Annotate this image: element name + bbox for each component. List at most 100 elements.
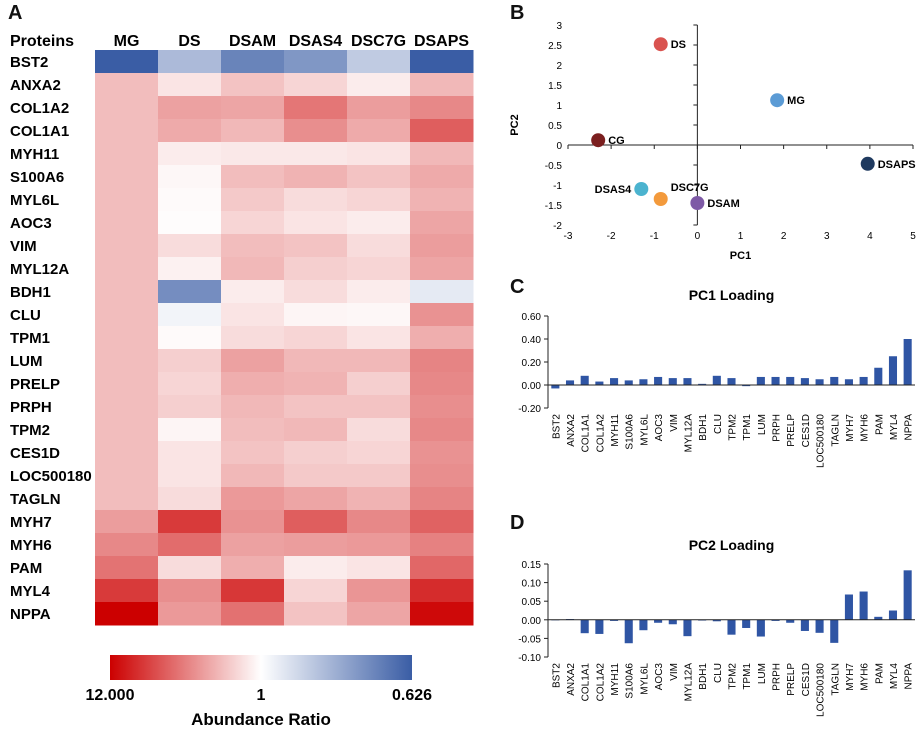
heatmap-cell — [95, 326, 159, 350]
heatmap-cell — [221, 326, 285, 350]
heatmap-cell — [410, 50, 474, 74]
pc2-category-label: S100A6 — [625, 663, 636, 699]
heatmap-cell — [410, 257, 474, 281]
point-dsaps — [860, 156, 875, 171]
pc2-bar-myl12a — [683, 619, 692, 637]
heatmap-cell — [221, 487, 285, 511]
heatmap-cell — [347, 50, 411, 74]
pc2-bar-s100a6 — [624, 619, 633, 644]
heatmap-cell — [410, 556, 474, 580]
heatmap-cell — [221, 510, 285, 534]
row-label-nppa: NPPA — [10, 606, 51, 623]
pc2-category-label: NPPA — [904, 663, 915, 690]
pc2-category-label: COL1A1 — [581, 663, 592, 702]
heatmap-cell — [221, 119, 285, 143]
pc2-category-label: MYH6 — [860, 663, 871, 691]
heatmap-cell — [284, 372, 348, 396]
heatmap-cell — [284, 349, 348, 373]
heatmap-cell — [410, 234, 474, 258]
y-tick-label: 2 — [556, 61, 562, 72]
pc2-category-label: MYL4 — [889, 663, 900, 690]
heatmap-cell — [347, 188, 411, 212]
column-label-dsc7g: DSC7G — [351, 33, 406, 50]
pc2-category-label: MYH11 — [610, 663, 621, 696]
heatmap-cell — [410, 510, 474, 534]
x-tick-label: 0 — [695, 231, 701, 242]
pc2-category-label: TPM1 — [742, 663, 753, 690]
heatmap-cell — [347, 602, 411, 626]
y-axis-title: PC2 — [509, 114, 521, 135]
pc2-bar-col1a2 — [595, 619, 604, 634]
pc1-bar-lum — [756, 376, 765, 385]
pc2-title: PC2 Loading — [689, 537, 775, 553]
point-dsam — [690, 196, 705, 210]
heatmap-cell — [347, 142, 411, 166]
heatmap-cell — [221, 257, 285, 281]
point-dsas4 — [634, 182, 649, 196]
pc1-category-label: MYL6L — [639, 414, 650, 446]
heatmap-cell — [158, 257, 222, 281]
heatmap-cell — [347, 395, 411, 419]
row-label-myl6l: MYL6L — [10, 192, 59, 209]
colorbar-title: Abundance Ratio — [191, 710, 331, 729]
row-label-aoc3: AOC3 — [10, 215, 52, 232]
pc1-y-tick-label: 0.20 — [522, 358, 542, 369]
pc2-bar-prelp — [786, 619, 795, 623]
heatmap-cell — [284, 280, 348, 304]
heatmap-cell — [410, 602, 474, 626]
heatmap-chart: Proteins MG DS DSAM DSAS4 DSC7G DSAPS BST2 ANXA2… — [10, 33, 474, 729]
row-label-bst2: BST2 — [10, 54, 48, 71]
colorbar — [110, 655, 412, 680]
y-tick-label: 2.5 — [548, 41, 562, 52]
heatmap-cell — [284, 464, 348, 488]
y-tick-label: 1 — [556, 101, 562, 112]
heatmap-cell — [347, 556, 411, 580]
heatmap-cell — [284, 211, 348, 235]
heatmap-cell — [95, 211, 159, 235]
row-label-pam: PAM — [10, 560, 42, 577]
heatmap-cell — [410, 349, 474, 373]
heatmap-cell — [347, 326, 411, 350]
pc1-category-label: LUM — [757, 414, 768, 435]
column-label-dsas4: DSAS4 — [289, 33, 342, 50]
pc1-category-label: COL1A2 — [595, 414, 606, 453]
heatmap-cell — [95, 142, 159, 166]
heatmap-cell — [284, 257, 348, 281]
x-tick-label: -3 — [564, 231, 573, 242]
row-label-s100a6: S100A6 — [10, 169, 64, 186]
heatmap-cell — [221, 533, 285, 557]
heatmap-cell — [158, 211, 222, 235]
pc2-category-label: BDH1 — [698, 663, 709, 690]
heatmap-cell — [95, 395, 159, 419]
row-label-col1a1: COL1A1 — [10, 123, 69, 140]
heatmap-cell — [158, 372, 222, 396]
heatmap-cell — [221, 372, 285, 396]
heatmap-cell — [284, 487, 348, 511]
row-label-prph: PRPH — [10, 399, 52, 416]
pc2-category-label: VIM — [669, 663, 680, 681]
pc1-category-label: TAGLN — [830, 414, 841, 447]
pc1-category-label: S100A6 — [625, 414, 636, 450]
heatmap-cell — [158, 119, 222, 143]
pc1-bar-myl6l — [639, 379, 648, 385]
heatmap-cell — [410, 211, 474, 235]
x-tick-label: -2 — [607, 231, 616, 242]
pc1-bar-vim — [668, 378, 677, 385]
pc2-bar-ces1d — [800, 619, 809, 631]
heatmap-cell — [158, 418, 222, 442]
heatmap-cell — [95, 487, 159, 511]
row-label-ces1d: CES1D — [10, 445, 60, 462]
pc1-category-label: MYH11 — [610, 414, 621, 447]
pc2-category-label: CES1D — [801, 663, 812, 696]
heatmap-cell — [158, 510, 222, 534]
heatmap-cell — [410, 326, 474, 350]
pc2-category-label: MYL12A — [683, 663, 694, 702]
heatmap-cell — [347, 165, 411, 189]
y-tick-label: -0.5 — [545, 161, 563, 172]
heatmap-cell — [410, 188, 474, 212]
pc2-category-label: BST2 — [551, 663, 562, 688]
heatmap-cell — [410, 487, 474, 511]
pc1-bar-col1a1 — [580, 375, 589, 385]
pc2-category-label: AOC3 — [654, 663, 665, 691]
pc1-bar-clu — [712, 375, 721, 385]
